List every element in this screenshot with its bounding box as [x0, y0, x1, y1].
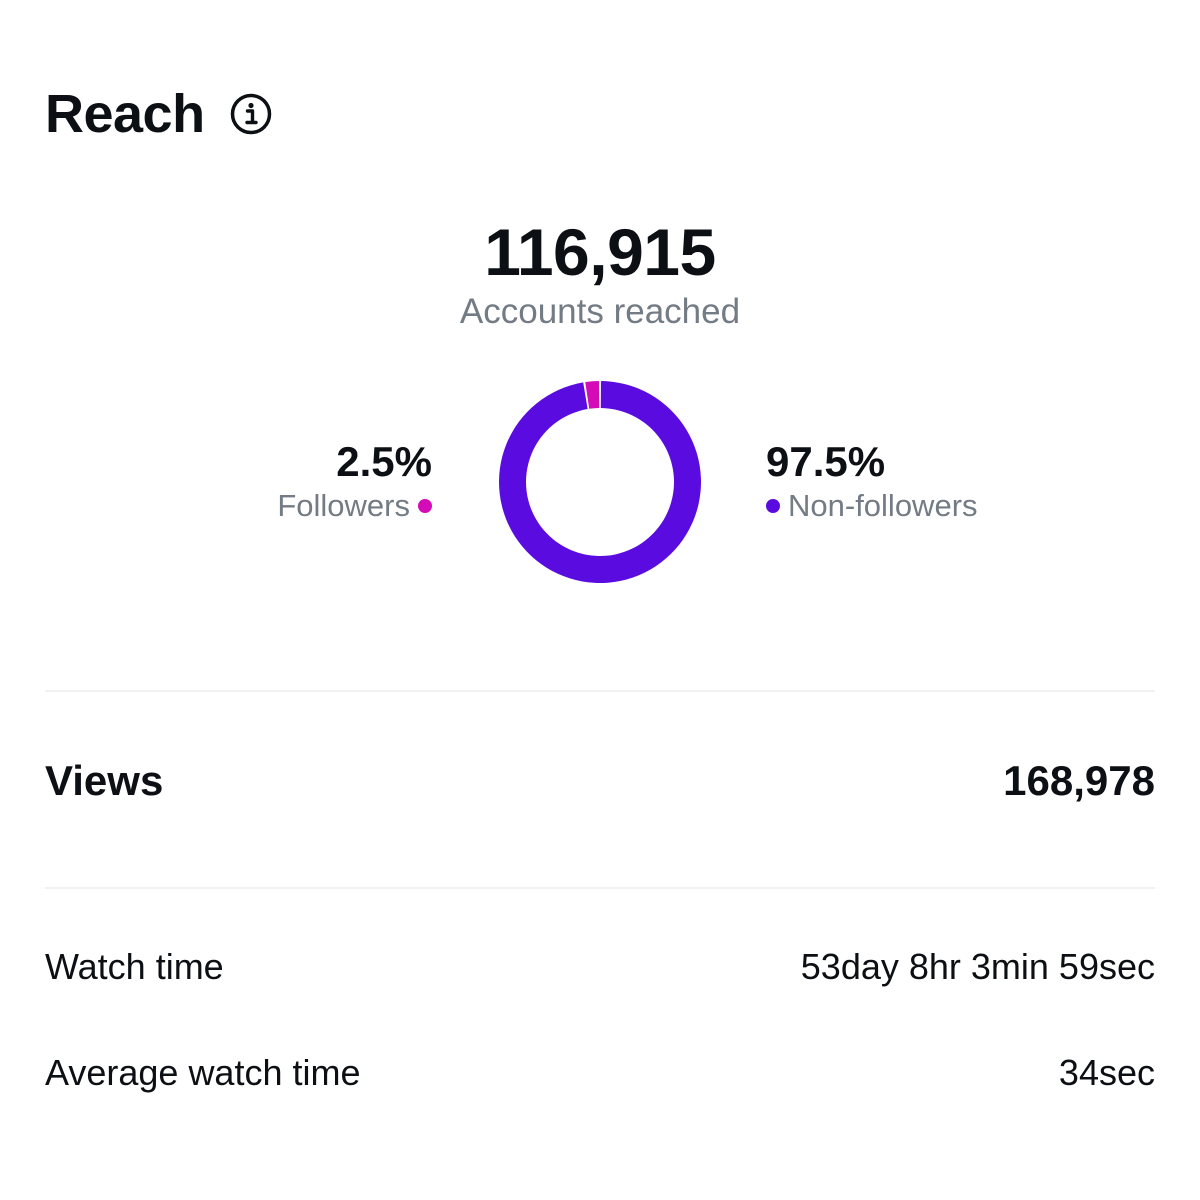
info-icon[interactable]: [229, 92, 273, 136]
followers-dot-icon: [418, 499, 432, 513]
divider: [45, 887, 1155, 889]
reach-donut-chart: [499, 381, 701, 583]
reach-header: Reach: [45, 84, 273, 144]
followers-percent: 2.5%: [336, 438, 432, 485]
average-watch-time-row: Average watch time 34sec: [45, 1050, 1155, 1096]
views-label: Views: [45, 757, 164, 804]
views-value: 168,978: [1003, 757, 1155, 804]
donut-slice-non-followers: [499, 381, 701, 583]
non-followers-percent: 97.5%: [766, 438, 886, 485]
accounts-reached-label: Accounts reached: [459, 292, 741, 331]
watch-time-label: Watch time: [45, 946, 224, 987]
average-watch-time-label: Average watch time: [45, 1052, 361, 1093]
divider: [45, 690, 1155, 692]
followers-label: Followers: [277, 488, 410, 523]
section-title: Reach: [45, 84, 205, 144]
watch-time-row: Watch time 53day 8hr 3min 59sec: [45, 944, 1155, 990]
accounts-reached-count: 116,915: [484, 215, 716, 289]
average-watch-time-value: 34sec: [1058, 1052, 1155, 1093]
views-row: Views 168,978: [45, 755, 1155, 807]
watch-time-value: 53day 8hr 3min 59sec: [800, 946, 1155, 987]
non-followers-label: Non-followers: [788, 488, 978, 523]
non-followers-dot-icon: [766, 499, 780, 513]
non-followers-legend: 97.5% Non-followers: [766, 438, 978, 526]
followers-legend: 2.5% Followers: [277, 438, 432, 526]
donut-slice-followers: [585, 381, 600, 409]
